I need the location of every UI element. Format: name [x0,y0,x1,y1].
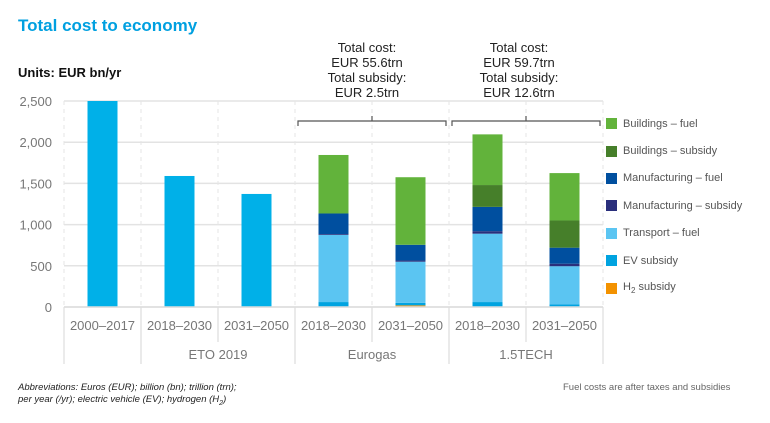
bar-segment-manufacturing-subsidy [472,231,503,234]
x-tick-label: 2031–2050 [224,318,289,333]
group-bracket [297,116,447,126]
legend-item: Manufacturing – fuel [606,165,742,192]
fuel-cost-note: Fuel costs are after taxes and subsidies [563,382,731,393]
bar-segment-buildings-fuel [395,177,426,245]
legend-item: H2 subsidy [606,274,742,301]
abbreviations-line: per year (/yr); electric vehicle (EV); h… [18,394,237,410]
legend-swatch [606,227,617,239]
y-tick-label: 2,500 [19,94,52,109]
y-tick-label: 500 [30,259,52,274]
bar-segment-manufacturing-fuel [549,247,580,264]
y-tick-label: 1,500 [19,176,52,191]
legend-swatch [606,282,617,294]
bar-segment-manufacturing-fuel [472,206,503,232]
bar-segment-transport-fuel [395,261,426,303]
legend-item: Buildings – subsidy [606,137,742,164]
legend-label: EV subsidy [623,254,679,267]
legend-label: H2 subsidy [623,280,676,296]
annotation-line: EUR 55.6trn [331,55,403,70]
bar-segment-buildings-subsidy [549,220,580,248]
legend-swatch [606,255,617,267]
chart-title: Total cost to economy [18,16,198,35]
x-tick-label: 2018–2030 [455,318,520,333]
bar-segment-manufacturing-fuel [395,244,426,261]
abbreviations-line: Abbreviations: Euros (EUR); billion (bn)… [18,382,237,393]
legend-swatch [606,172,617,184]
abbreviations-text: per year (/yr); electric vehicle (EV); h… [18,394,220,405]
bar-segment-transport-fuel [318,234,349,303]
legend-label: Buildings – fuel [623,117,698,130]
bar-total [87,101,118,307]
bar-total [164,175,195,307]
legend-swatch [606,145,617,157]
abbreviations-sub: 2 [219,399,224,407]
annotation-line: Total subsidy: [479,70,559,85]
annotation-line: EUR 2.5trn [334,85,400,100]
bar-segment-h2-subsidy [395,305,426,307]
legend-label: Transport – fuel [623,227,700,240]
annotation-line: EUR 59.7trn [483,55,555,70]
eurogas-annotation: Total cost: EUR 55.6trn Total subsidy: E… [292,40,442,100]
x-tick-label: 2018–2030 [301,318,366,333]
bar-segment-ev-subsidy [318,302,349,307]
annotation-line: EUR 12.6trn [483,85,555,100]
x-tick-label: 2000–2017 [70,318,135,333]
group-bracket [451,116,601,126]
x-tick-label: 2031–2050 [532,318,597,333]
legend-item: Buildings – fuel [606,110,742,137]
legend-item: EV subsidy [606,247,742,274]
units-label: Units: EUR bn/yr [18,65,122,80]
legend-swatch [606,200,617,212]
tech-annotation: Total cost: EUR 59.7trn Total subsidy: E… [444,40,594,100]
x-tick-label: 2018–2030 [147,318,212,333]
legend-label: Manufacturing – fuel [623,172,723,185]
annotation-line: Total subsidy: [327,70,407,85]
bar-segment-buildings-fuel [549,173,580,221]
legend: Buildings – fuel Buildings – subsidy Manuf… [606,110,742,302]
legend-item: Transport – fuel [606,220,742,247]
legend-label: Buildings – subsidy [623,145,718,158]
legend-item: Manufacturing – subsidy [606,192,742,219]
bar-segment-buildings-fuel [318,154,349,214]
bar-segment-manufacturing-subsidy [395,260,426,262]
group-label: ETO 2019 [188,347,247,362]
abbreviations-end: ) [223,394,227,405]
bar-total [241,193,272,307]
bar-segment-buildings-subsidy [472,185,503,207]
bar-segment-ev-subsidy [549,304,580,307]
bar-segment-transport-fuel [549,266,580,305]
x-tick-label: 2031–2050 [378,318,443,333]
bar-segment-ev-subsidy [395,302,426,306]
bar-segment-buildings-fuel [472,134,503,186]
annotation-line: Total cost: [337,40,397,55]
group-label: 1.5TECH [499,347,552,362]
abbreviations-note: Abbreviations: Euros (EUR); billion (bn)… [18,382,237,410]
bar-segment-manufacturing-subsidy [549,263,580,267]
bar-segment-manufacturing-fuel [318,213,349,235]
group-label: Eurogas [348,347,397,362]
bar-segment-ev-subsidy [472,302,503,307]
y-tick-label: 1,000 [19,218,52,233]
legend-swatch [606,118,617,130]
bar-segment-manufacturing-subsidy [318,234,349,235]
y-tick-label: 2,000 [19,135,52,150]
annotation-line: Total cost: [489,40,549,55]
y-tick-label: 0 [45,300,52,315]
bar-segment-transport-fuel [472,233,503,303]
legend-label: Manufacturing – subsidy [623,199,743,212]
